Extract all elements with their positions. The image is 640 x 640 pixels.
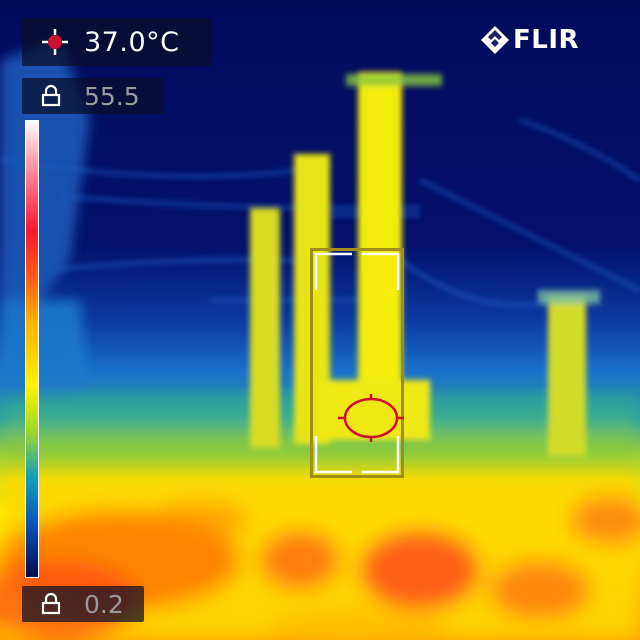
flir-logo-mark-icon [481, 26, 509, 54]
flir-logo-text: FLIR [513, 25, 580, 55]
spot-temperature-value: 37.0°C [84, 26, 180, 58]
spot-marker[interactable] [336, 392, 406, 444]
scale-min-value: 0.2 [84, 589, 124, 619]
scale-max-value: 55.5 [84, 81, 140, 111]
spot-crosshair-icon [42, 29, 68, 55]
temperature-scale-bar [25, 120, 39, 578]
lock-icon [41, 592, 61, 615]
measurement-box[interactable] [310, 248, 404, 478]
scale-min-box[interactable]: 0.2 [22, 586, 144, 622]
flir-logo: FLIR [480, 24, 604, 56]
scale-max-box[interactable]: 55.5 [22, 78, 164, 114]
spot-temperature-readout: 37.0°C [22, 18, 212, 66]
lock-icon [41, 84, 61, 107]
measurement-box-corners [314, 252, 400, 474]
